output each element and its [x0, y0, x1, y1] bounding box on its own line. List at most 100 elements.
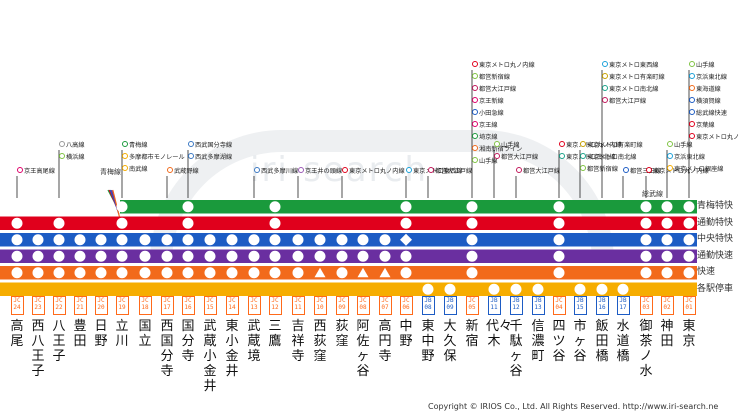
station-name[interactable]: 西荻窪 [313, 319, 327, 364]
stop-marker [314, 234, 326, 246]
stop-marker [379, 234, 391, 246]
station-code: JC 14 [225, 296, 239, 315]
transfer-dot [188, 153, 194, 159]
band-kakueki [0, 282, 697, 296]
stop-marker [379, 250, 391, 262]
station-name[interactable]: 荻窪 [335, 319, 349, 349]
station-name[interactable]: 東小金井 [225, 319, 239, 379]
station-jc10[interactable] [314, 234, 326, 278]
station-name[interactable]: 西八王子 [31, 319, 45, 379]
station-code-line: JC [76, 297, 84, 304]
station-name[interactable]: 大久保 [443, 319, 457, 364]
station-jc23[interactable] [32, 234, 44, 279]
station-jb13[interactable] [532, 283, 544, 295]
station-jc17[interactable]: 武蔵野線 [161, 167, 199, 279]
station-jc14[interactable] [226, 234, 238, 279]
station-code-line: JC [250, 297, 258, 304]
station-name[interactable]: 四ツ谷 [552, 319, 566, 364]
station-name[interactable]: 国分寺 [181, 319, 195, 364]
station-jb12[interactable]: 都営大江戸線 [510, 167, 560, 295]
station-name[interactable]: 豊田 [73, 319, 87, 349]
branch-connector [112, 189, 120, 217]
station-name[interactable]: 代々木 [486, 319, 513, 349]
stop-marker [269, 201, 281, 213]
station-name[interactable]: 阿佐ヶ谷 [356, 319, 370, 379]
station-name[interactable]: 東中野 [421, 319, 435, 364]
stop-marker [553, 217, 565, 229]
station-name[interactable]: 高尾 [10, 319, 24, 349]
station-jc09[interactable]: 東京メトロ丸ノ内線 [336, 167, 405, 279]
station-jc15[interactable] [204, 234, 216, 279]
stop-marker [53, 217, 65, 229]
stop-marker [269, 234, 281, 246]
station-name[interactable]: 中野 [399, 319, 413, 349]
stop-marker [553, 234, 565, 246]
station-name[interactable]: 西国分寺 [160, 319, 174, 379]
station-jb17[interactable]: 都営三田線 [617, 167, 661, 295]
station-name[interactable]: 高円寺 [378, 319, 392, 364]
transfer-dot [646, 167, 652, 173]
station-name[interactable]: 武蔵境 [247, 319, 261, 364]
station-code-number: 23 [34, 304, 42, 311]
station-name[interactable]: 神田 [660, 319, 674, 349]
station-name[interactable]: 武蔵小金井 [203, 319, 217, 394]
stop-marker [532, 283, 544, 295]
station-jc03[interactable]: 東京メトロ丸ノ内線 [640, 167, 709, 279]
transfer-dot [472, 85, 478, 91]
transfer-label: 西武国分寺線 [195, 141, 232, 149]
station-code-number: 16 [184, 304, 192, 311]
station-jc08[interactable] [357, 234, 369, 278]
station-name[interactable]: 千駄ヶ谷 [509, 319, 523, 379]
station-code: JB 09 [443, 296, 457, 315]
station-name[interactable]: 国立 [138, 319, 152, 349]
station-jc20[interactable] [95, 234, 107, 279]
band-tsukinkai [0, 249, 697, 263]
station-name[interactable]: 信濃町 [531, 319, 545, 364]
station-jb08[interactable]: 都営大江戸線 [422, 167, 472, 295]
station-name[interactable]: 御茶ノ水 [639, 319, 653, 379]
station-name[interactable]: 立川 [115, 319, 129, 349]
transfer-label: 京王線 [479, 121, 498, 129]
transfer-label: 小田急線 [479, 109, 504, 117]
station-jc07[interactable] [379, 234, 391, 278]
transfer-label: 東京メトロ丸ノ内線 [653, 167, 709, 175]
station-name[interactable]: 三鷹 [268, 319, 282, 349]
station-name[interactable]: 日野 [94, 319, 108, 349]
station-jc01[interactable]: 山手線京浜東北線東海道線横須賀線総武線快速京葉線東京メトロ丸ノ内線 [683, 61, 739, 279]
stop-marker [204, 250, 216, 262]
station-name[interactable]: 新宿 [465, 319, 479, 349]
band-label-tsukin: 通勤特快 [697, 217, 734, 228]
stop-marker [139, 234, 151, 246]
band-label-kakueki: 各駅停車 [697, 283, 734, 294]
station-jc06[interactable]: 東京メトロ東西線 [400, 167, 463, 279]
station-jc05[interactable]: 東京メトロ丸ノ内線都営新宿線都営大江戸線京王新線小田急線京王線埼京線湘南新宿ライ… [466, 61, 535, 279]
station-jc12[interactable] [269, 201, 281, 279]
station-jb09[interactable] [444, 283, 456, 295]
stop-marker [466, 201, 478, 213]
station-name[interactable]: 吉祥寺 [291, 319, 305, 364]
station-jc24[interactable]: 京王高尾線 [11, 167, 55, 279]
station-code-number: 18 [141, 304, 149, 311]
station-code-line: JB [619, 297, 627, 304]
transfer-dot [122, 153, 128, 159]
station-name[interactable]: 東京 [682, 319, 696, 349]
station-jc18[interactable] [139, 234, 151, 279]
station-name[interactable]: 水道橋 [616, 319, 630, 364]
station-jc13[interactable]: 西武多摩川線 [248, 167, 298, 279]
stop-marker [336, 250, 348, 262]
station-jc11[interactable]: 京王井の頭線 [292, 167, 342, 279]
station-name[interactable]: 八王子 [52, 319, 66, 364]
stop-marker [683, 201, 695, 213]
station-name[interactable]: 飯田橋 [595, 319, 609, 364]
station-code-number: 11 [490, 304, 498, 311]
station-jc21[interactable] [74, 234, 86, 279]
station-name[interactable]: 市ヶ谷 [573, 319, 587, 364]
